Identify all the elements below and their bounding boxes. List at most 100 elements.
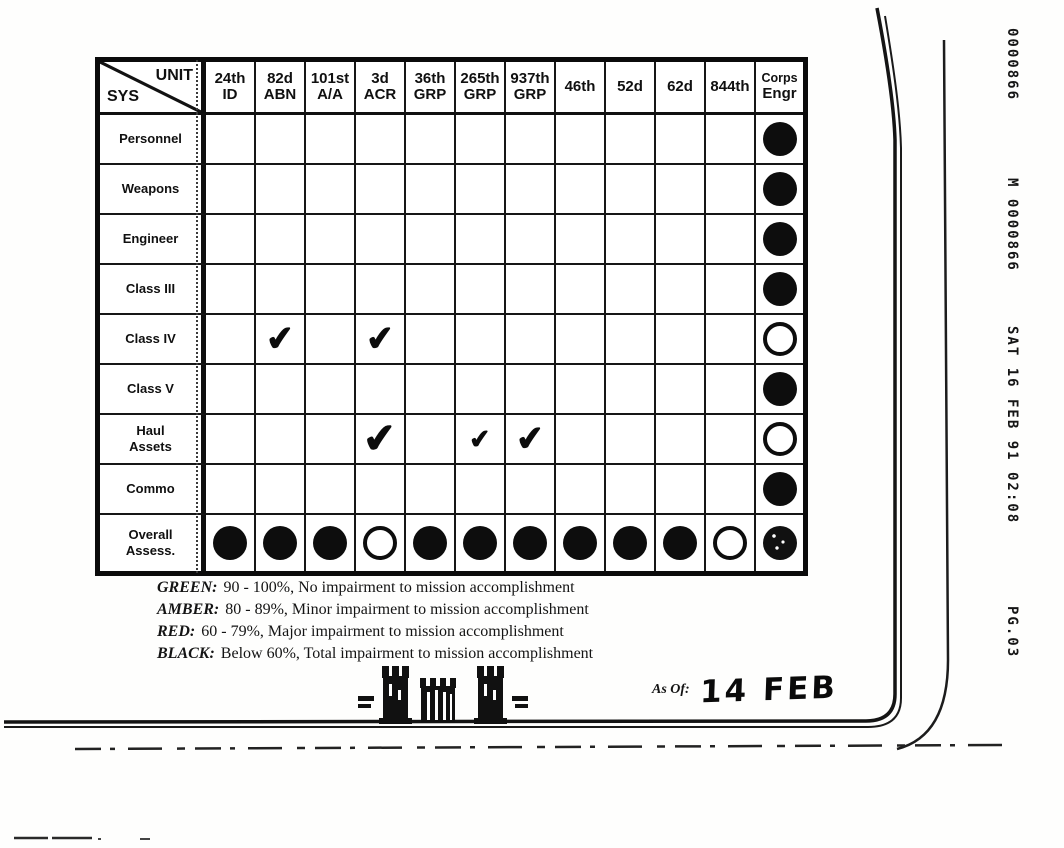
status-cell: [506, 365, 556, 415]
status-cell: [606, 415, 656, 465]
status-cell: ✔: [356, 315, 406, 365]
status-cell: [606, 265, 656, 315]
status-cell: [756, 315, 803, 365]
status-cell: [556, 215, 606, 265]
status-cell: [706, 515, 756, 571]
engineer-castle-icon: [358, 660, 528, 737]
column-header-line2: GRP: [413, 86, 447, 103]
status-cell: [506, 215, 556, 265]
status-cell: [706, 315, 756, 365]
legend-line-black: BLACK: Below 60%, Total impairment to mis…: [157, 644, 593, 664]
status-circle-open-icon: [713, 526, 747, 560]
status-cell: [606, 365, 656, 415]
status-cell: [406, 515, 456, 571]
status-cell: [406, 315, 456, 365]
column-header-62d: 62d: [656, 62, 706, 115]
status-cell: [506, 115, 556, 165]
status-cell: [356, 365, 406, 415]
status-cell: [256, 365, 306, 415]
status-cell: [656, 315, 706, 365]
status-cell: [756, 415, 803, 465]
status-cell: [406, 165, 456, 215]
status-cell: [356, 165, 406, 215]
fax-page-number: PG.03: [1004, 606, 1020, 659]
status-cell: [556, 315, 606, 365]
column-header-line1: 24th: [214, 69, 246, 87]
status-cell: [456, 265, 506, 315]
status-cell: [556, 265, 606, 315]
row-label-personnel: Personnel: [100, 113, 206, 165]
status-circle-black-icon: [762, 526, 797, 560]
corner-sys-label: SYS: [107, 88, 140, 105]
row-label-class-iv: Class IV: [100, 313, 206, 365]
column-header-line1: 82d: [267, 69, 293, 87]
status-circle-open-icon: [363, 526, 397, 560]
column-header-line1: 101st: [310, 69, 350, 87]
status-cell: [256, 465, 306, 515]
status-cell: [606, 315, 656, 365]
status-cell: [656, 365, 706, 415]
status-cell: [606, 515, 656, 571]
column-header-line1: 46th: [564, 77, 596, 95]
status-cell: [506, 465, 556, 515]
status-circle-black-icon: [313, 526, 347, 560]
column-header-line1: Corps: [761, 70, 798, 85]
status-circle-black-icon: [563, 526, 597, 560]
status-cell: [656, 265, 706, 315]
column-header-844th: 844th: [706, 62, 756, 115]
status-cell: [706, 465, 756, 515]
status-cell: [206, 115, 256, 165]
status-cell: [606, 165, 656, 215]
status-cell: [206, 165, 256, 215]
status-cell: [406, 365, 456, 415]
status-cell: [706, 115, 756, 165]
column-header-line1: 52d: [617, 77, 643, 95]
status-cell: [606, 115, 656, 165]
status-circle-black-icon: [463, 526, 497, 560]
status-cell: [606, 465, 656, 515]
column-header-line2: ID: [222, 86, 238, 103]
status-cell: [206, 315, 256, 365]
status-legend: GREEN: 90 - 100%, No impairment to missio…: [157, 578, 593, 666]
status-cell: [206, 515, 256, 571]
status-cell: [656, 165, 706, 215]
status-cell: [256, 415, 306, 465]
status-cell: [456, 165, 506, 215]
column-header-line2: GRP: [513, 86, 547, 103]
column-header-3d: 3d ACR: [356, 62, 406, 115]
status-circle-black-icon: [762, 272, 797, 306]
readiness-grid: UNIT SYS 24th ID 82d ABN 101st A/A 3d ACR 36th GRP 2…: [100, 60, 803, 573]
legend-line-green: GREEN: 90 - 100%, No impairment to missio…: [157, 578, 593, 598]
status-cell: [556, 165, 606, 215]
column-header-line1: 36th: [414, 69, 446, 87]
status-cell: [456, 465, 506, 515]
fax-id-mark: 0000866: [1004, 28, 1020, 102]
status-cell: [506, 165, 556, 215]
row-label-weapons: Weapons: [100, 163, 206, 215]
status-circle-black-icon: [762, 222, 797, 256]
status-cell: [206, 215, 256, 265]
legend-text: 60 - 79%, Major impairment to mission ac…: [201, 623, 564, 640]
column-header-line1: 844th: [710, 77, 750, 95]
status-cell: [206, 365, 256, 415]
status-cell: [406, 465, 456, 515]
status-cell: [706, 415, 756, 465]
status-cell: [206, 465, 256, 515]
status-cell: [256, 115, 306, 165]
status-circle-black-icon: [663, 526, 697, 560]
row-label-commo: Commo: [100, 463, 206, 515]
status-cell: [556, 515, 606, 571]
legend-key: RED:: [157, 623, 196, 640]
status-circle-black-icon: [762, 122, 797, 156]
status-cell: [606, 215, 656, 265]
status-cell: [306, 515, 356, 571]
column-header-line2: A/A: [317, 86, 343, 103]
status-cell: [506, 265, 556, 315]
status-cell: [356, 265, 406, 315]
column-header-line1: 265th: [460, 69, 500, 87]
status-cell: [356, 465, 406, 515]
status-cell: [456, 365, 506, 415]
as-of-block: As Of: 14 FEB: [652, 670, 838, 711]
status-circle-open-icon: [762, 322, 797, 356]
